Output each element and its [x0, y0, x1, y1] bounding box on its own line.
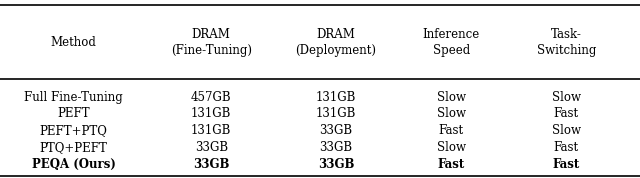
Text: PEFT+PTQ: PEFT+PTQ: [40, 124, 108, 137]
Text: Fast: Fast: [554, 141, 579, 154]
Text: 457GB: 457GB: [191, 90, 232, 104]
Text: Fast: Fast: [554, 107, 579, 121]
Text: Fast: Fast: [438, 124, 464, 137]
Text: PEQA (Ours): PEQA (Ours): [31, 158, 116, 171]
Text: Slow: Slow: [552, 90, 581, 104]
Text: Slow: Slow: [436, 90, 466, 104]
Text: 131GB: 131GB: [316, 90, 356, 104]
Text: Inference
Speed: Inference Speed: [422, 28, 480, 57]
Text: Fast: Fast: [553, 158, 580, 171]
Text: Method: Method: [51, 36, 97, 49]
Text: Task-
Switching: Task- Switching: [537, 28, 596, 57]
Text: 131GB: 131GB: [316, 107, 356, 121]
Text: 33GB: 33GB: [319, 141, 353, 154]
Text: 33GB: 33GB: [195, 141, 228, 154]
Text: Fast: Fast: [438, 158, 465, 171]
Text: Slow: Slow: [436, 141, 466, 154]
Text: PEFT: PEFT: [58, 107, 90, 121]
Text: 33GB: 33GB: [193, 158, 229, 171]
Text: 33GB: 33GB: [318, 158, 354, 171]
Text: Slow: Slow: [552, 124, 581, 137]
Text: 131GB: 131GB: [191, 124, 232, 137]
Text: 33GB: 33GB: [319, 124, 353, 137]
Text: DRAM
(Fine-Tuning): DRAM (Fine-Tuning): [171, 28, 252, 57]
Text: Full Fine-Tuning: Full Fine-Tuning: [24, 90, 123, 104]
Text: Slow: Slow: [436, 107, 466, 121]
Text: PTQ+PEFT: PTQ+PEFT: [40, 141, 108, 154]
Text: 131GB: 131GB: [191, 107, 232, 121]
Text: DRAM
(Deployment): DRAM (Deployment): [296, 28, 376, 57]
